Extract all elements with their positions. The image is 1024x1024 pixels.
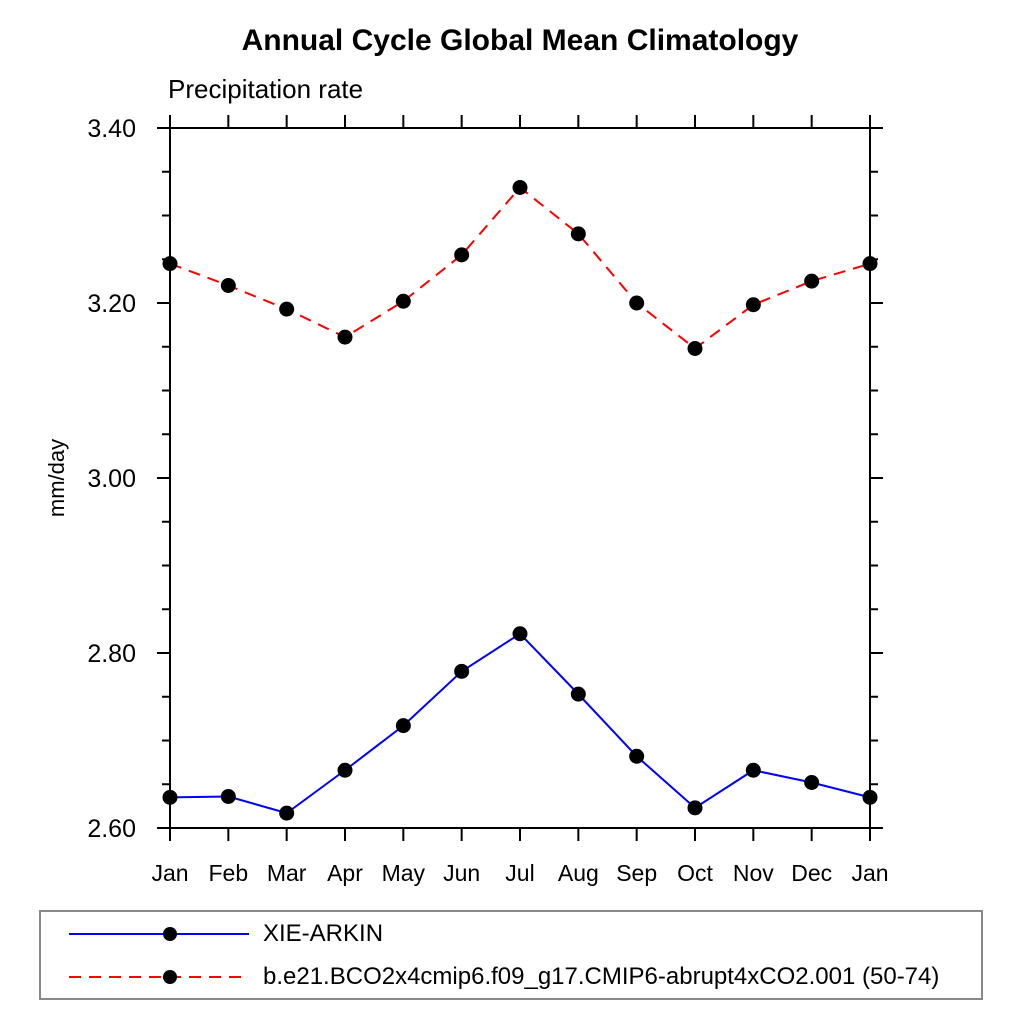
legend: XIE-ARKIN b.e21.BCO2x4cmip6.f09_g17.CMIP…: [39, 910, 983, 1000]
y-tick-label: 2.80: [87, 640, 136, 668]
series-marker: [454, 663, 470, 679]
legend-sample-0: [69, 926, 249, 941]
series-marker: [454, 247, 470, 263]
x-tick-label: May: [382, 860, 426, 886]
y-tick-label: 3.20: [87, 290, 136, 318]
x-tick-label: Jun: [443, 860, 480, 886]
legend-row: XIE-ARKIN: [41, 912, 981, 955]
legend-label: b.e21.BCO2x4cmip6.f09_g17.CMIP6-abrupt4x…: [263, 962, 940, 990]
legend-label: XIE-ARKIN: [263, 919, 384, 947]
x-tick-label: Aug: [558, 860, 599, 886]
series-marker: [279, 301, 295, 317]
series-marker: [337, 762, 353, 778]
x-tick-label: Nov: [733, 860, 774, 886]
y-tick-label: 2.60: [87, 815, 136, 843]
series-marker: [687, 800, 703, 816]
series-marker: [862, 256, 878, 272]
series-marker: [745, 762, 761, 778]
series-marker: [512, 626, 528, 642]
series-marker: [162, 256, 178, 272]
series-marker: [220, 278, 236, 293]
series-marker: [862, 789, 878, 805]
series-marker: [629, 748, 645, 764]
series-marker: [629, 295, 645, 311]
series-line-0: [169, 632, 871, 815]
x-tick-label: Sep: [616, 860, 657, 886]
series-marker: [395, 293, 411, 309]
y-tick-label: 3.40: [87, 115, 136, 143]
series-marker: [220, 789, 236, 804]
chart-title: Annual Cycle Global Mean Climatology: [241, 24, 799, 57]
series-marker: [745, 297, 761, 313]
x-tick-label: Mar: [267, 860, 307, 886]
series-line-1: [169, 186, 871, 350]
legend-row: b.e21.BCO2x4cmip6.f09_g17.CMIP6-abrupt4x…: [41, 955, 981, 998]
series-marker: [512, 180, 528, 195]
series-marker: [804, 273, 820, 289]
x-tick-label: Oct: [677, 860, 713, 886]
series-marker: [279, 805, 295, 821]
x-tick-label: Feb: [209, 860, 249, 886]
series-marker: [570, 226, 586, 242]
legend-sample-1: [69, 969, 249, 984]
legend-marker-icon: [163, 969, 177, 984]
series-marker: [570, 686, 586, 702]
x-tick-label: Dec: [791, 860, 832, 886]
chart-subtitle: Precipitation rate: [168, 74, 364, 104]
x-tick-label: Apr: [327, 860, 363, 886]
series-marker: [162, 789, 178, 805]
series-marker: [337, 329, 353, 345]
series-marker: [804, 775, 820, 790]
y-tick-label: 3.00: [87, 465, 136, 493]
series-marker: [687, 341, 703, 356]
legend-marker-icon: [163, 926, 177, 941]
series-marker: [395, 718, 411, 734]
x-tick-label: Jan: [851, 860, 888, 886]
x-tick-label: Jul: [505, 860, 534, 886]
x-tick-label: Jan: [151, 860, 188, 886]
plot-frame: [169, 127, 871, 829]
